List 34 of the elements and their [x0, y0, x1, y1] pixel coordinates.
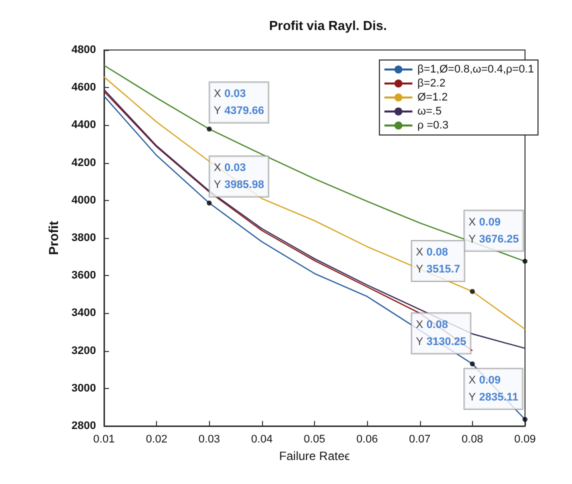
y-tick-label: 4000 [72, 194, 96, 206]
y-axis-title: Profit [46, 220, 61, 255]
x-tick-label: 0.03 [198, 434, 220, 446]
x-tick-label: 0.07 [409, 434, 430, 446]
y-tick-label: 4200 [72, 156, 96, 169]
x-tick-label: 0.01 [93, 434, 115, 446]
legend-label: Ø=1.2 [417, 92, 448, 104]
x-axis-title: Failure Rateϵ [279, 448, 350, 463]
x-tick-label: 0.08 [462, 434, 484, 446]
y-tick-label: 2800 [72, 420, 96, 432]
x-tick-label: 0.05 [304, 434, 326, 446]
annotation: X 0.03 Y 3985.98 [214, 162, 264, 192]
y-tick-label: 3400 [72, 307, 96, 320]
y-tick-label: 4400 [72, 119, 96, 132]
x-tick-label: 0.04 [251, 434, 273, 446]
legend-label: ρ =0.3 [417, 120, 448, 132]
annotation: X 0.09 Y 3676.25 [468, 216, 519, 246]
y-tick-label: 4600 [72, 82, 96, 94]
annotation: X 0.03 Y 4379.66 [214, 88, 264, 118]
y-tick-label: 3600 [72, 270, 96, 282]
x-tick-label: 0.06 [356, 434, 378, 446]
legend-label: β=1,Ø=0.8,ω=0.4,ρ=0.1 [417, 64, 534, 76]
annotation: X 0.08 Y 3130.25 [416, 318, 466, 348]
y-tick-label: 3200 [72, 344, 96, 357]
chart-title: Profit via Rayl. Dis. [269, 18, 387, 33]
annotation: X 0.08 Y 3515.7 [416, 246, 460, 276]
legend-label: ω=.5 [417, 106, 442, 118]
y-tick-label: 3800 [72, 232, 96, 244]
legend-label: β=2.2 [417, 78, 446, 90]
x-tick-label: 0.09 [514, 434, 536, 446]
annotation: X 0.09 Y 2835.11 [468, 374, 518, 404]
x-tick-label: 0.02 [146, 434, 168, 446]
y-tick-label: 3000 [72, 382, 96, 394]
y-tick-label: 4800 [72, 44, 96, 56]
